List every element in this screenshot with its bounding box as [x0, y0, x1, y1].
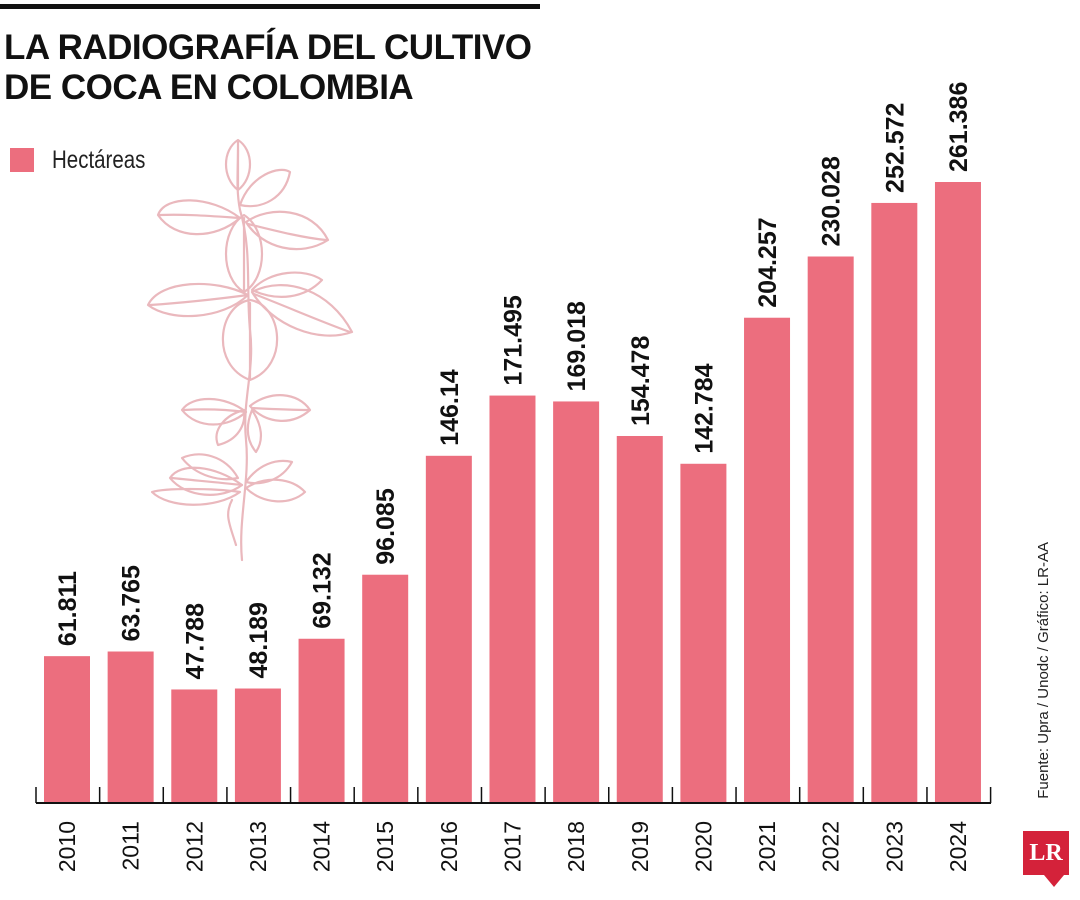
bar-value-label-2018: 169.018 [563, 301, 591, 391]
x-tick-label-2013: 2013 [245, 821, 271, 872]
bar-2017 [489, 395, 536, 803]
bar-value-label-2014: 69.132 [309, 552, 337, 628]
top-rule [0, 4, 540, 9]
bar-value-label-2022: 230.028 [818, 156, 846, 246]
bar-2010 [44, 656, 90, 803]
x-axis-ticks-group [35, 787, 992, 803]
bar-2016 [425, 455, 472, 803]
legend: Hectáreas [10, 146, 166, 174]
bar-2012 [171, 689, 218, 803]
bar-value-label-2015: 96.085 [372, 488, 400, 565]
bar-labels-group: 61.811 63.765 47.788 48.189 69.132 96.085 146.… [54, 82, 973, 680]
bar-value-label-2021: 204.257 [754, 217, 782, 307]
x-tick-label-2022: 2022 [818, 821, 844, 872]
x-tick-label-2020: 2020 [690, 821, 716, 872]
bar-2021 [744, 317, 791, 803]
chart-title: LA RADIOGRAFÍA DEL CULTIVO DE COCA EN CO… [4, 28, 532, 108]
coca-plant-illustration [146, 138, 354, 562]
x-tick-label-2014: 2014 [309, 821, 335, 872]
chart-title-line-2: DE COCA EN COLOMBIA [4, 68, 414, 107]
bar-value-label-2023: 252.572 [881, 103, 909, 193]
x-tick-label-2023: 2023 [881, 821, 907, 872]
legend-label: Hectáreas [52, 145, 146, 174]
bar-value-label-2016: 146.14 [436, 369, 464, 446]
bar-2013 [234, 688, 281, 803]
bar-2019 [616, 435, 663, 803]
bar-value-label-2010: 61.811 [54, 571, 82, 646]
bar-2014 [298, 638, 345, 803]
x-tick-label-2024: 2024 [945, 821, 971, 872]
bar-2015 [362, 574, 409, 803]
legend-swatch [10, 148, 34, 172]
bar-2018 [553, 401, 600, 803]
x-axis-tick-labels-group: 2010 2011 2012 2013 2014 2015 2016 2017 2018 2019… [54, 821, 971, 872]
source-credit: Fuente: Upra / Unodc / Gráfico: LR-AA [1035, 542, 1052, 799]
bar-2022 [807, 256, 854, 803]
bar-value-label-2019: 154.478 [627, 336, 655, 426]
lr-logo-text: LR [1029, 839, 1063, 866]
bar-2011 [107, 651, 154, 803]
bar-value-label-2011: 63.765 [118, 565, 146, 642]
chart-title-line-1: LA RADIOGRAFÍA DEL CULTIVO [4, 28, 532, 67]
lr-logo-tail [1044, 875, 1064, 887]
bar-2024 [934, 182, 981, 803]
x-tick-label-2017: 2017 [499, 821, 525, 872]
x-tick-label-2010: 2010 [54, 821, 80, 872]
x-tick-label-2018: 2018 [563, 821, 589, 872]
x-tick-label-2012: 2012 [181, 821, 207, 872]
x-tick-label-2021: 2021 [754, 821, 780, 872]
x-tick-label-2019: 2019 [627, 821, 653, 872]
bar-2023 [871, 202, 918, 803]
bar-value-label-2012: 47.788 [181, 603, 209, 680]
bars-group [44, 182, 981, 803]
bar-2020 [680, 463, 727, 803]
bar-value-label-2017: 171.495 [499, 295, 527, 385]
x-tick-label-2011: 2011 [118, 821, 144, 870]
x-tick-label-2016: 2016 [436, 821, 462, 872]
x-tick-label-2015: 2015 [372, 821, 398, 872]
bar-value-label-2024: 261.386 [945, 82, 973, 172]
lr-logo: LR [1023, 831, 1069, 875]
bar-value-label-2020: 142.784 [690, 363, 718, 453]
bar-value-label-2013: 48.189 [245, 602, 273, 678]
